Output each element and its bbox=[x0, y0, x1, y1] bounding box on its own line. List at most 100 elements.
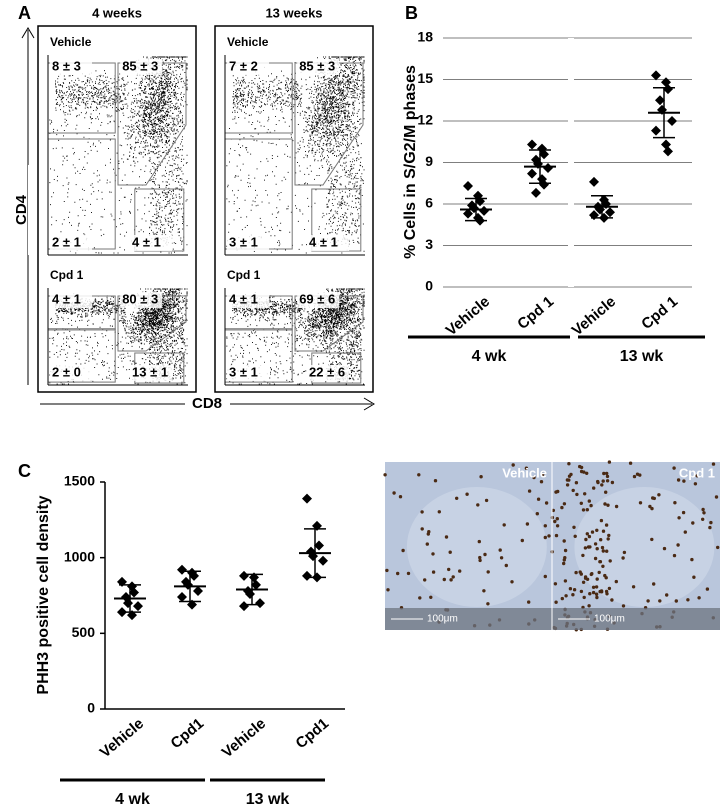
quadrant-value: 2 ± 1 bbox=[52, 234, 81, 249]
data-point bbox=[667, 116, 677, 126]
data-point bbox=[239, 601, 249, 612]
data-point bbox=[463, 208, 473, 219]
y-tick-label: 0 bbox=[87, 700, 95, 716]
gate bbox=[294, 62, 364, 186]
data-point bbox=[318, 555, 328, 566]
gate bbox=[117, 295, 187, 352]
label-bg bbox=[120, 292, 163, 308]
gate bbox=[294, 295, 364, 352]
group-label: 4 wk bbox=[472, 348, 507, 365]
x-tick-label: Vehicle bbox=[443, 293, 494, 339]
data-point bbox=[463, 181, 473, 192]
x-tick-label: Vehicle bbox=[569, 293, 620, 339]
group-label: 13 wk bbox=[620, 348, 664, 365]
scatter-texture bbox=[49, 288, 188, 385]
panel-label: A bbox=[18, 3, 31, 23]
data-point bbox=[302, 493, 312, 504]
quadrant-value: 8 ± 3 bbox=[52, 58, 81, 73]
error-bar bbox=[591, 194, 613, 219]
y-tick-label: 6 bbox=[425, 195, 433, 211]
data-point bbox=[133, 601, 143, 612]
label-gap bbox=[28, 165, 42, 255]
panel-label: C bbox=[18, 461, 31, 481]
quadrant-value: 13 ± 1 bbox=[132, 364, 168, 379]
error-bar bbox=[653, 87, 675, 139]
data-point bbox=[589, 176, 599, 187]
x-tick-label: Cpd 1 bbox=[638, 293, 681, 333]
quadrant-value: 4 ± 1 bbox=[52, 291, 81, 306]
y-tick-label: 1500 bbox=[64, 473, 95, 489]
data-point bbox=[539, 179, 549, 190]
label-bg bbox=[227, 365, 269, 381]
label-bg bbox=[50, 365, 92, 381]
data-point bbox=[531, 187, 541, 198]
gate bbox=[224, 138, 293, 250]
label-bg bbox=[297, 59, 340, 75]
data-point bbox=[302, 570, 312, 581]
y-tick-label: 9 bbox=[425, 153, 433, 169]
data-point bbox=[189, 570, 199, 581]
quadrant-value: 7 ± 2 bbox=[229, 58, 258, 73]
error-bar bbox=[179, 570, 201, 603]
treatment-label: Vehicle bbox=[50, 35, 92, 49]
quadrant-value: 22 ± 6 bbox=[309, 364, 345, 379]
panel-label: B bbox=[405, 3, 418, 23]
data-point bbox=[177, 564, 187, 575]
label-bg bbox=[50, 235, 92, 251]
stained-nuclei bbox=[550, 460, 720, 632]
label-bg bbox=[307, 235, 349, 251]
error-bar bbox=[529, 149, 551, 184]
label-bg bbox=[227, 235, 269, 251]
error-bar bbox=[465, 197, 487, 222]
x-tick-label: Vehicle bbox=[97, 715, 148, 761]
data-point bbox=[177, 592, 187, 603]
x-axis-title: CD8 bbox=[192, 395, 222, 412]
y-axis-title: % Cells in S/G2/M phases bbox=[402, 65, 419, 259]
image-caption: Vehicle bbox=[502, 465, 547, 480]
quadrant-value: 3 ± 1 bbox=[229, 234, 258, 249]
data-point bbox=[527, 139, 537, 150]
data-point bbox=[193, 585, 203, 596]
x-tick-label: Cpd1 bbox=[167, 715, 207, 752]
label-bg bbox=[130, 365, 172, 381]
y-tick-label: 1000 bbox=[64, 548, 95, 564]
panel-box bbox=[37, 25, 197, 393]
x-tick-label: Cpd 1 bbox=[514, 293, 557, 333]
y-tick-label: 500 bbox=[72, 624, 96, 640]
label-bg bbox=[297, 292, 340, 308]
y-tick-label: 0 bbox=[425, 278, 433, 294]
label-gap bbox=[185, 395, 230, 413]
data-point bbox=[605, 207, 615, 218]
y-tick-label: 18 bbox=[417, 29, 433, 45]
treatment-label: Vehicle bbox=[227, 35, 269, 49]
column-title: 4 weeks bbox=[92, 5, 142, 20]
gate bbox=[117, 62, 187, 186]
data-point bbox=[663, 84, 673, 95]
data-point bbox=[539, 149, 549, 160]
data-point bbox=[543, 163, 553, 174]
data-point bbox=[651, 70, 661, 81]
data-point bbox=[129, 587, 139, 598]
quadrant-value: 4 ± 1 bbox=[309, 234, 338, 249]
quadrant-value: 69 ± 6 bbox=[299, 291, 335, 306]
scale-label: 100μm bbox=[427, 614, 458, 625]
quadrant-value: 80 ± 3 bbox=[122, 291, 158, 306]
y-tick-label: 15 bbox=[417, 70, 433, 86]
quadrant-value: 4 ± 1 bbox=[132, 234, 161, 249]
data-point bbox=[655, 95, 665, 106]
data-point bbox=[239, 570, 249, 581]
x-tick-label: Vehicle bbox=[219, 715, 270, 761]
y-axis-title: CD4 bbox=[13, 194, 30, 225]
data-point bbox=[479, 205, 489, 216]
y-tick-label: 3 bbox=[425, 236, 433, 252]
label-bg bbox=[307, 365, 349, 381]
error-bar bbox=[304, 528, 326, 579]
label-bg bbox=[130, 235, 172, 251]
label-bg bbox=[50, 59, 92, 75]
data-point bbox=[314, 540, 324, 551]
scale-band bbox=[552, 608, 720, 630]
quadrant-value: 4 ± 1 bbox=[229, 291, 258, 306]
quadrant-value: 2 ± 0 bbox=[52, 364, 81, 379]
quadrant-value: 3 ± 1 bbox=[229, 364, 258, 379]
